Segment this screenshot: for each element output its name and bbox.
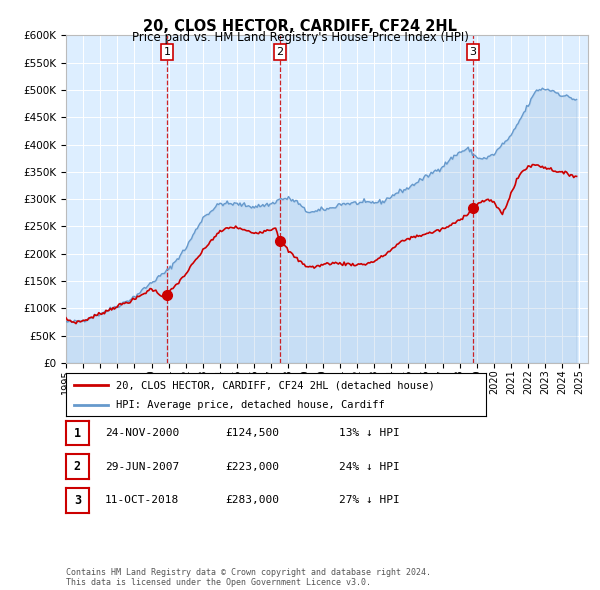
Text: 3: 3 xyxy=(74,494,81,507)
Text: HPI: Average price, detached house, Cardiff: HPI: Average price, detached house, Card… xyxy=(116,401,385,410)
Text: £223,000: £223,000 xyxy=(225,462,279,471)
Text: 29-JUN-2007: 29-JUN-2007 xyxy=(105,462,179,471)
Text: 27% ↓ HPI: 27% ↓ HPI xyxy=(339,496,400,505)
Text: Price paid vs. HM Land Registry's House Price Index (HPI): Price paid vs. HM Land Registry's House … xyxy=(131,31,469,44)
Text: 24-NOV-2000: 24-NOV-2000 xyxy=(105,428,179,438)
Text: 3: 3 xyxy=(469,47,476,57)
Text: 24% ↓ HPI: 24% ↓ HPI xyxy=(339,462,400,471)
Text: Contains HM Land Registry data © Crown copyright and database right 2024.
This d: Contains HM Land Registry data © Crown c… xyxy=(66,568,431,587)
Text: 2: 2 xyxy=(277,47,283,57)
Text: £283,000: £283,000 xyxy=(225,496,279,505)
Text: 11-OCT-2018: 11-OCT-2018 xyxy=(105,496,179,505)
Text: 1: 1 xyxy=(74,427,81,440)
Text: 1: 1 xyxy=(163,47,170,57)
Text: 13% ↓ HPI: 13% ↓ HPI xyxy=(339,428,400,438)
Text: £124,500: £124,500 xyxy=(225,428,279,438)
Text: 2: 2 xyxy=(74,460,81,473)
Text: 20, CLOS HECTOR, CARDIFF, CF24 2HL (detached house): 20, CLOS HECTOR, CARDIFF, CF24 2HL (deta… xyxy=(116,381,435,391)
Text: 20, CLOS HECTOR, CARDIFF, CF24 2HL: 20, CLOS HECTOR, CARDIFF, CF24 2HL xyxy=(143,19,457,34)
